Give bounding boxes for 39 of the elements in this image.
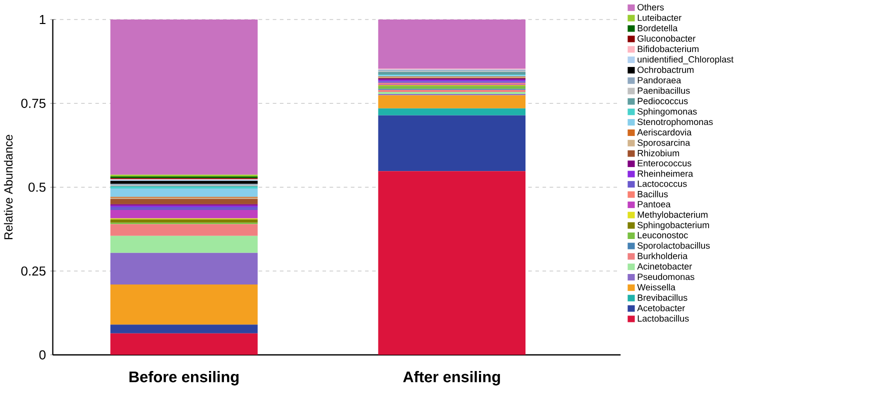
legend-label: Burkholderia xyxy=(638,252,688,260)
legend-label: Sporosarcina xyxy=(638,139,690,148)
legend-label: Sporolactobacillus xyxy=(638,242,710,251)
legend-label: Brevibacillus xyxy=(638,294,688,301)
legend-label: Rheinheimera xyxy=(638,170,694,177)
x-tick-label: Before ensiling xyxy=(129,371,239,386)
legend-label: Sphingobacterium xyxy=(638,222,709,230)
legend-label: Ochrobactrum xyxy=(638,66,694,74)
y-tick-label: 1 xyxy=(40,15,46,24)
y-tick-label: 0.25 xyxy=(21,266,46,276)
legend-label: Pantoea xyxy=(638,201,671,208)
legend-label: Pediococcus xyxy=(638,98,688,104)
legend-label: Bifidobacterium xyxy=(638,46,698,52)
y-tick-label: 0 xyxy=(39,350,46,360)
legend-label: Gluconobacter xyxy=(638,35,696,42)
y-tick-label: 0.75 xyxy=(21,98,46,108)
legend-label: Pandoraea xyxy=(638,76,682,84)
legend-label: Rhizobium xyxy=(638,150,680,156)
legend-label: Luteibacter xyxy=(638,14,682,21)
legend-label: Lactobacillus xyxy=(638,315,689,322)
legend-label: Leuconostoc xyxy=(638,232,688,238)
y-tick-label: 0.5 xyxy=(28,182,46,192)
legend-label: Methylobacterium xyxy=(638,211,708,220)
legend-label: Bordetella xyxy=(638,24,678,32)
legend-label: Enterococcus xyxy=(638,160,692,166)
x-tick-label: After ensiling xyxy=(403,371,500,386)
legend-label: Weissella xyxy=(637,284,676,290)
legend-label: Sphingomonas xyxy=(638,108,697,116)
y-axis-title: Relative Abundance xyxy=(4,134,13,240)
legend-label: Acinetobacter xyxy=(637,263,692,270)
legend-label: Aeriscardovia xyxy=(637,128,692,136)
legend-label: Bacillus xyxy=(638,190,668,198)
legend-label: Others xyxy=(638,4,664,11)
legend-label: Paenibacillus xyxy=(638,87,690,94)
legend-label: unidentified_Chloroplast xyxy=(638,56,734,64)
legend-label: Stenotrophomonas xyxy=(638,118,713,127)
legend-label: Lactococcus xyxy=(638,180,687,187)
legend-label: Pseudomonas xyxy=(638,273,694,280)
legend-label: Acetobacter xyxy=(637,304,685,312)
